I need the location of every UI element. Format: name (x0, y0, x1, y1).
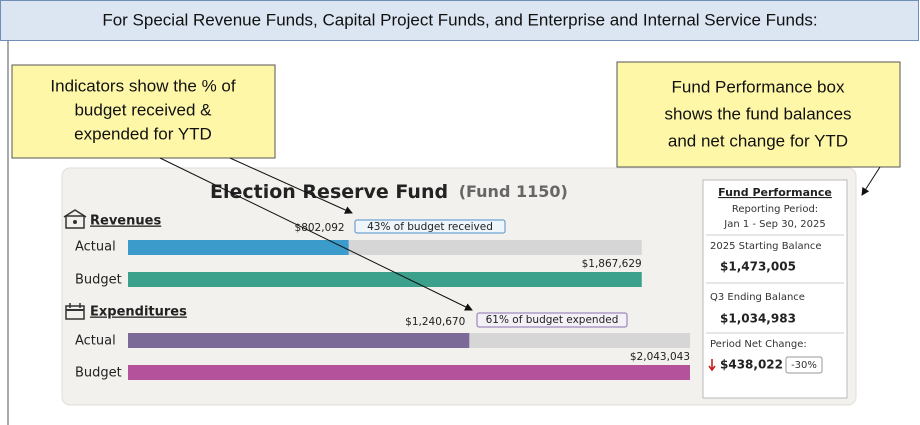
expenditures-heading[interactable]: Expenditures (90, 305, 187, 320)
fp-ending-value: $1,034,983 (720, 312, 796, 326)
expenditure-actual-label: Actual (75, 334, 116, 349)
revenue-budget-label: Budget (75, 273, 122, 288)
callout-line: Indicators show the % of (50, 76, 235, 95)
callout-arrow (861, 166, 881, 196)
expenditure-indicator-box (476, 312, 628, 328)
expenditure-actual-value: $1,240,670 (405, 316, 465, 328)
fund-number: (Fund 1150) (459, 182, 568, 201)
callout-arrow (159, 157, 473, 311)
expenditure-budget-bar (128, 365, 690, 380)
fp-starting-value: $1,473,005 (720, 260, 796, 274)
expenditure-budget-label: Budget (75, 366, 122, 381)
revenues-icon (63, 209, 87, 229)
fp-net-pct: -30% (791, 360, 817, 371)
callout-line: shows the fund balances (664, 104, 851, 123)
revenue-indicator: 43% of budget received (367, 221, 493, 233)
revenues-heading[interactable]: Revenues (90, 214, 161, 229)
fp-net-value: $438,022 (720, 358, 783, 372)
revenue-budget-value: $1,867,629 (582, 258, 642, 270)
fp-ending-label: Q3 Ending Balance (710, 292, 805, 303)
fp-title: Fund Performance (718, 186, 832, 199)
callout-arrow (229, 157, 353, 214)
expenditure-budget-value: $2,043,043 (630, 351, 690, 363)
revenue-actual-value: $802,092 (295, 222, 345, 234)
expenditure-actual-bar (128, 333, 470, 348)
callout-line: expended for YTD (74, 124, 212, 143)
callout-line: and net change for YTD (668, 131, 848, 150)
revenue-budget-bar (128, 272, 642, 287)
fp-period: Jan 1 - Sep 30, 2025 (723, 219, 825, 230)
fp-net-label: Period Net Change: (710, 339, 807, 350)
fp-net-pct-box (785, 356, 823, 374)
expenditures-icon (65, 303, 85, 320)
revenue-indicator-box (354, 219, 506, 234)
header-band (0, 0, 919, 41)
revenue-actual-label: Actual (75, 240, 116, 255)
callout-box (616, 61, 901, 168)
revenue-actual-bar (128, 240, 349, 255)
callout-box (11, 64, 276, 159)
fp-period-label: Reporting Period: (732, 204, 818, 215)
callout-line: budget received & (74, 100, 212, 119)
fp-starting-label: 2025 Starting Balance (710, 241, 822, 252)
callout-line: Fund Performance box (672, 77, 845, 96)
expenditure-indicator: 61% of budget expended (486, 314, 619, 326)
down-arrow-icon (708, 359, 716, 372)
fund-title: Election Reserve Fund (Fund 1150) (210, 181, 568, 203)
fund-name: Election Reserve Fund (210, 181, 448, 203)
fund-performance-box (702, 179, 848, 399)
header-title: For Special Revenue Funds, Capital Proje… (102, 10, 817, 29)
